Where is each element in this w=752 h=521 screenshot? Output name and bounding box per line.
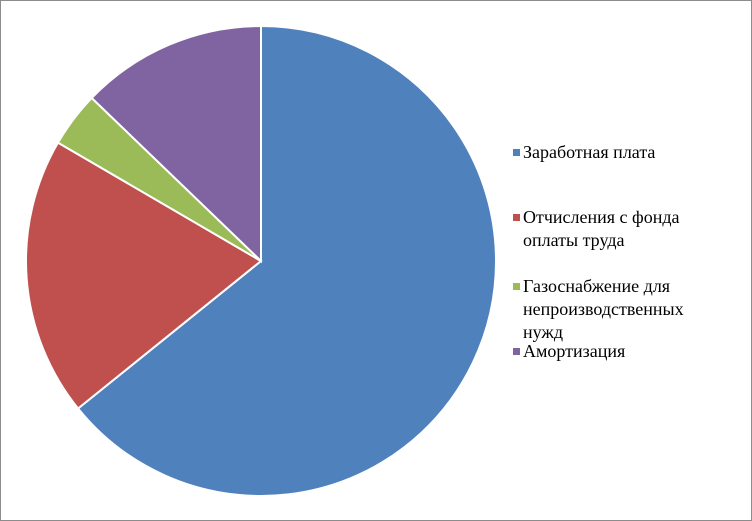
pie-slice bbox=[90, 24, 262, 264]
legend-swatch bbox=[513, 149, 520, 156]
legend-label: Газоснабжение для непроизводственных нуж… bbox=[523, 276, 684, 342]
legend-item: Отчисления с фонда оплаты труда bbox=[513, 206, 718, 252]
legend-swatch bbox=[513, 348, 520, 355]
legend-label: Амортизация bbox=[523, 341, 626, 361]
legend-swatch bbox=[513, 214, 520, 221]
legend-item: Заработная плата bbox=[513, 141, 718, 164]
pie-slice bbox=[76, 24, 497, 497]
legend-item: Амортизация bbox=[513, 340, 718, 363]
pie-slice bbox=[25, 141, 263, 410]
legend-swatch bbox=[513, 283, 520, 290]
legend-label: Отчисления с фонда оплаты труда bbox=[523, 207, 680, 250]
legend-item: Газоснабжение для непроизводственных нуж… bbox=[513, 275, 718, 344]
legend-label: Заработная плата bbox=[523, 142, 656, 162]
